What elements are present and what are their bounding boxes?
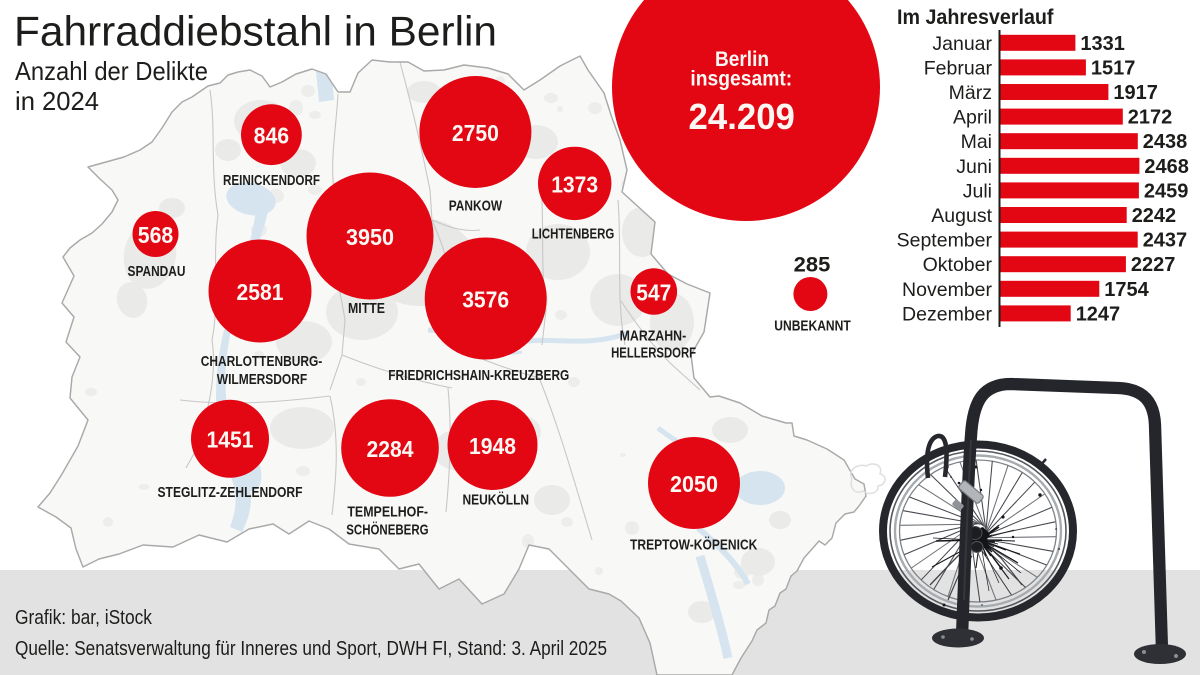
svg-text:FRIEDRICHSHAIN-KREUZBERG: FRIEDRICHSHAIN-KREUZBERG [388,368,569,384]
svg-text:TEMPELHOF-: TEMPELHOF- [347,505,428,521]
svg-text:2468: 2468 [1144,156,1189,178]
svg-text:2227: 2227 [1131,254,1176,276]
svg-text:Anzahl der Delikte: Anzahl der Delikte [15,56,208,86]
svg-text:Berlin: Berlin [715,47,769,71]
svg-text:April: April [953,107,992,129]
svg-text:Quelle: Senatsverwaltung für I: Quelle: Senatsverwaltung für Inneres und… [15,638,607,660]
svg-text:846: 846 [254,123,290,149]
svg-text:März: März [949,82,992,104]
svg-text:REINICKENDORF: REINICKENDORF [223,173,320,189]
svg-text:NEUKÖLLN: NEUKÖLLN [463,492,530,509]
svg-text:1331: 1331 [1080,33,1125,55]
svg-text:Im Jahresverlauf: Im Jahresverlauf [897,6,1054,29]
svg-text:Fahrraddiebstahl in Berlin: Fahrraddiebstahl in Berlin [14,8,497,55]
svg-text:September: September [897,230,993,252]
svg-text:Oktober: Oktober [923,254,993,276]
svg-text:SPANDAU: SPANDAU [128,264,186,280]
svg-text:285: 285 [794,254,831,277]
svg-text:1247: 1247 [1076,303,1121,325]
svg-text:PANKOW: PANKOW [449,199,502,215]
svg-text:547: 547 [636,280,671,306]
svg-text:2438: 2438 [1143,131,1188,153]
svg-text:2050: 2050 [670,471,718,497]
svg-text:1948: 1948 [469,433,516,459]
svg-text:2284: 2284 [367,436,414,462]
svg-text:Grafik: bar, iStock: Grafik: bar, iStock [15,607,153,629]
svg-text:1451: 1451 [207,427,254,453]
svg-text:2242: 2242 [1132,205,1177,227]
svg-text:2172: 2172 [1128,107,1173,129]
svg-text:August: August [931,205,992,227]
svg-text:MARZAHN-: MARZAHN- [620,328,687,344]
svg-text:2437: 2437 [1143,230,1188,252]
svg-text:insgesamt:: insgesamt: [690,67,792,91]
svg-text:Januar: Januar [932,33,992,55]
svg-text:Juli: Juli [963,180,992,202]
svg-text:3950: 3950 [346,224,394,250]
svg-text:TREPTOW-KÖPENICK: TREPTOW-KÖPENICK [630,536,758,553]
svg-text:2581: 2581 [237,279,284,305]
svg-text:in 2024: in 2024 [15,86,99,116]
svg-text:1917: 1917 [1113,82,1158,104]
svg-text:STEGLITZ-ZEHLENDORF: STEGLITZ-ZEHLENDORF [158,485,303,501]
svg-text:1517: 1517 [1091,57,1136,79]
svg-text:24.209: 24.209 [689,96,795,137]
svg-text:HELLERSDORF: HELLERSDORF [611,345,696,361]
svg-text:November: November [902,279,992,301]
svg-text:MITTE: MITTE [348,301,385,317]
svg-text:Februar: Februar [924,57,993,79]
svg-text:Dezember: Dezember [902,303,992,325]
svg-text:1754: 1754 [1104,279,1149,301]
svg-text:Mai: Mai [961,131,992,153]
svg-text:LICHTENBERG: LICHTENBERG [532,227,615,243]
svg-text:2459: 2459 [1144,180,1189,202]
svg-text:UNBEKANNT: UNBEKANNT [774,318,851,334]
svg-text:Juni: Juni [956,156,992,178]
svg-text:CHARLOTTENBURG-: CHARLOTTENBURG- [201,354,323,370]
svg-text:3576: 3576 [462,287,509,313]
svg-text:SCHÖNEBERG: SCHÖNEBERG [346,521,428,538]
svg-text:WILMERSDORF: WILMERSDORF [217,372,307,388]
svg-text:1373: 1373 [551,171,598,197]
svg-text:2750: 2750 [452,120,499,146]
svg-text:568: 568 [138,222,174,248]
